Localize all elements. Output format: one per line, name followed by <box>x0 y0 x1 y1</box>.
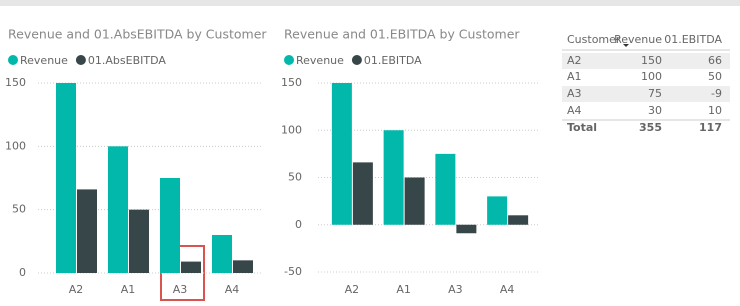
total-cell: 117 <box>699 121 722 134</box>
x-tick-label: A2 <box>345 283 360 296</box>
top-border <box>0 0 740 6</box>
y-tick-label: -50 <box>284 265 302 278</box>
bar <box>487 196 508 225</box>
column-header: Customer <box>567 33 621 46</box>
bar <box>212 235 232 273</box>
y-tick-label: 0 <box>295 218 302 231</box>
table-cell: 30 <box>648 104 662 117</box>
x-tick-label: A2 <box>69 283 84 296</box>
bar <box>160 178 180 273</box>
y-tick-label: 150 <box>5 76 26 89</box>
sort-arrow <box>623 44 629 47</box>
y-tick-label: 50 <box>12 203 26 216</box>
chart-title: Revenue and 01.EBITDA by Customer <box>284 27 520 42</box>
y-tick-label: 150 <box>281 76 302 89</box>
bar <box>77 189 97 273</box>
bar <box>233 260 253 273</box>
y-tick-label: 0 <box>19 266 26 279</box>
table-cell: 75 <box>648 87 662 100</box>
table-cell: A3 <box>567 87 582 100</box>
x-tick-label: A4 <box>225 283 240 296</box>
bar <box>404 177 425 225</box>
legend-label: Revenue <box>296 54 344 67</box>
bar <box>456 224 477 234</box>
bar <box>352 162 373 225</box>
total-cell: 355 <box>639 121 662 134</box>
column-header: 01.EBITDA <box>664 33 722 46</box>
bar <box>181 261 201 273</box>
x-tick-label: A3 <box>448 283 463 296</box>
legend-marker <box>351 55 362 65</box>
chart-title: Revenue and 01.AbsEBITDA by Customer <box>8 27 267 42</box>
table-cell: 10 <box>708 104 722 117</box>
table-cell: 66 <box>708 54 722 67</box>
bar <box>108 146 128 273</box>
bar <box>435 153 456 225</box>
table-cell: 100 <box>641 70 662 83</box>
legend-marker <box>8 55 18 65</box>
table-cell: A1 <box>567 70 582 83</box>
x-tick-label: A1 <box>121 283 136 296</box>
x-tick-label: A4 <box>500 283 515 296</box>
table-cell: -9 <box>711 87 722 100</box>
y-tick-label: 100 <box>5 139 26 152</box>
legend-label: 01.AbsEBITDA <box>88 54 166 67</box>
column-header: Revenue <box>614 33 662 46</box>
bar <box>508 215 529 225</box>
bar <box>331 83 352 225</box>
x-tick-label: A1 <box>396 283 411 296</box>
table-cell: 150 <box>641 54 662 67</box>
table-cell: A4 <box>567 104 582 117</box>
legend-marker <box>284 55 294 65</box>
y-tick-label: 100 <box>281 123 302 136</box>
bar <box>129 209 149 273</box>
row-band <box>562 86 730 102</box>
table-cell: 50 <box>708 70 722 83</box>
bar <box>56 83 76 273</box>
x-tick-label: A3 <box>173 283 188 296</box>
table-cell: A2 <box>567 54 582 67</box>
legend-label: 01.EBITDA <box>364 54 422 67</box>
legend-label: Revenue <box>20 54 68 67</box>
y-tick-label: 50 <box>288 171 302 184</box>
bar <box>383 130 404 225</box>
total-cell: Total <box>567 121 597 134</box>
legend-marker <box>75 55 86 65</box>
row-band <box>562 53 730 69</box>
